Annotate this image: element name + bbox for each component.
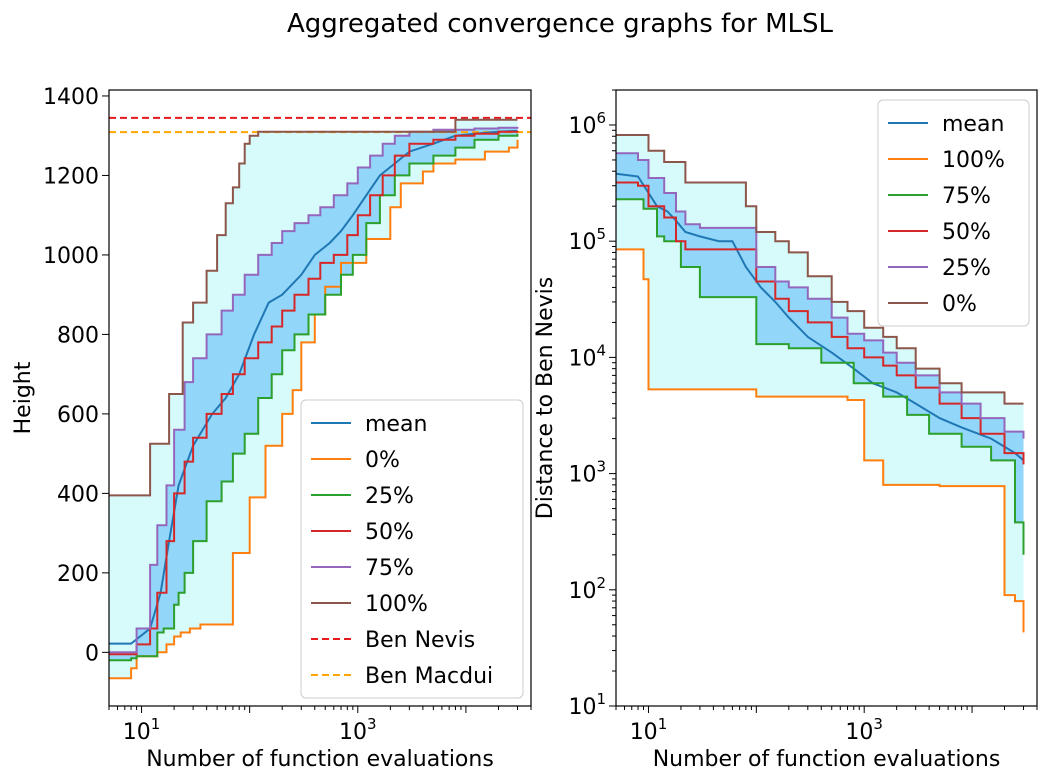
y-tick-label: 102: [568, 574, 606, 604]
legend-label-ben-nevis: Ben Nevis: [365, 628, 475, 653]
series-0pct-line: [616, 134, 1024, 405]
axes-frame: [615, 89, 1038, 707]
legend: mean 0% 25% 50% 75% 100% Ben Nevis Ben Macdui: [300, 399, 524, 699]
y-axis: 0 200 400 600 800 1000 1200 1400 Height: [11, 85, 109, 666]
band-75pct-25pct: [616, 153, 1024, 555]
series-75pct-line: [616, 198, 1025, 555]
legend-label-75pct: 75%: [942, 184, 991, 209]
x-axis-label: Number of function evaluations: [146, 747, 494, 772]
x-tick-label: 103: [339, 715, 377, 745]
series-100pct-line: [616, 248, 1025, 633]
y-tick-label: 400: [57, 482, 99, 507]
legend-label-ben-macdui: Ben Macdui: [365, 664, 493, 689]
y-tick-label: 600: [57, 403, 99, 428]
x-tick-label: 101: [630, 715, 668, 745]
y-tick-label: 800: [57, 323, 99, 348]
legend-label-mean: mean: [942, 112, 1004, 137]
series-mean-line: [616, 172, 1025, 462]
figure-title: Aggregated convergence graphs for MLSL: [287, 9, 833, 39]
y-tick-label: 0: [85, 641, 99, 666]
series-mean-line: [109, 129, 518, 645]
legend-label-0pct: 0%: [942, 292, 977, 317]
axes-frame: [108, 89, 532, 707]
series-50pct-line: [109, 130, 519, 656]
y-tick-label: 101: [568, 690, 606, 720]
y-tick-label: 103: [568, 458, 606, 488]
legend-label-0pct: 0%: [365, 448, 400, 473]
series-75pct-line: [109, 126, 519, 654]
x-tick-label: 101: [123, 715, 161, 745]
legend-label-75pct: 75%: [365, 556, 414, 581]
y-tick-label: 1200: [43, 164, 99, 189]
series-100pct-line: [109, 118, 518, 497]
legend-label-25pct: 25%: [942, 256, 991, 281]
y-axis: 101 102 103 104 105 106 Distance to Ben Nevis: [533, 89, 616, 720]
legend-label-100pct: 100%: [365, 592, 428, 617]
band-0pct-100pct: [109, 119, 518, 679]
series-25pct-line: [616, 152, 1025, 439]
legend: mean 100% 75% 50% 25% 0%: [877, 99, 1030, 327]
y-axis-label: Height: [11, 361, 36, 434]
x-axis-label: Number of function evaluations: [653, 747, 1001, 772]
legend-label-50pct: 50%: [365, 520, 414, 545]
plot-area: [109, 116, 531, 680]
y-tick-label: 104: [568, 341, 606, 371]
x-tick-label: 103: [845, 715, 883, 745]
legend-label-25pct: 25%: [365, 484, 414, 509]
y-tick-label: 1400: [43, 85, 99, 110]
plot-area: [616, 134, 1025, 633]
legend-label-mean: mean: [365, 412, 427, 437]
y-tick-label: 106: [568, 109, 606, 139]
legend-box: [877, 99, 1030, 327]
band-25pct-75pct: [109, 127, 518, 661]
y-tick-label: 200: [57, 562, 99, 587]
legend-box: [300, 399, 524, 699]
legend-label-100pct: 100%: [942, 148, 1005, 173]
y-axis-label: Distance to Ben Nevis: [533, 277, 558, 519]
legend-label-50pct: 50%: [942, 220, 991, 245]
series-0pct-line: [109, 139, 519, 680]
y-tick-label: 1000: [43, 244, 99, 269]
series-25pct-line: [109, 133, 519, 662]
y-tick-label: 105: [568, 225, 606, 255]
